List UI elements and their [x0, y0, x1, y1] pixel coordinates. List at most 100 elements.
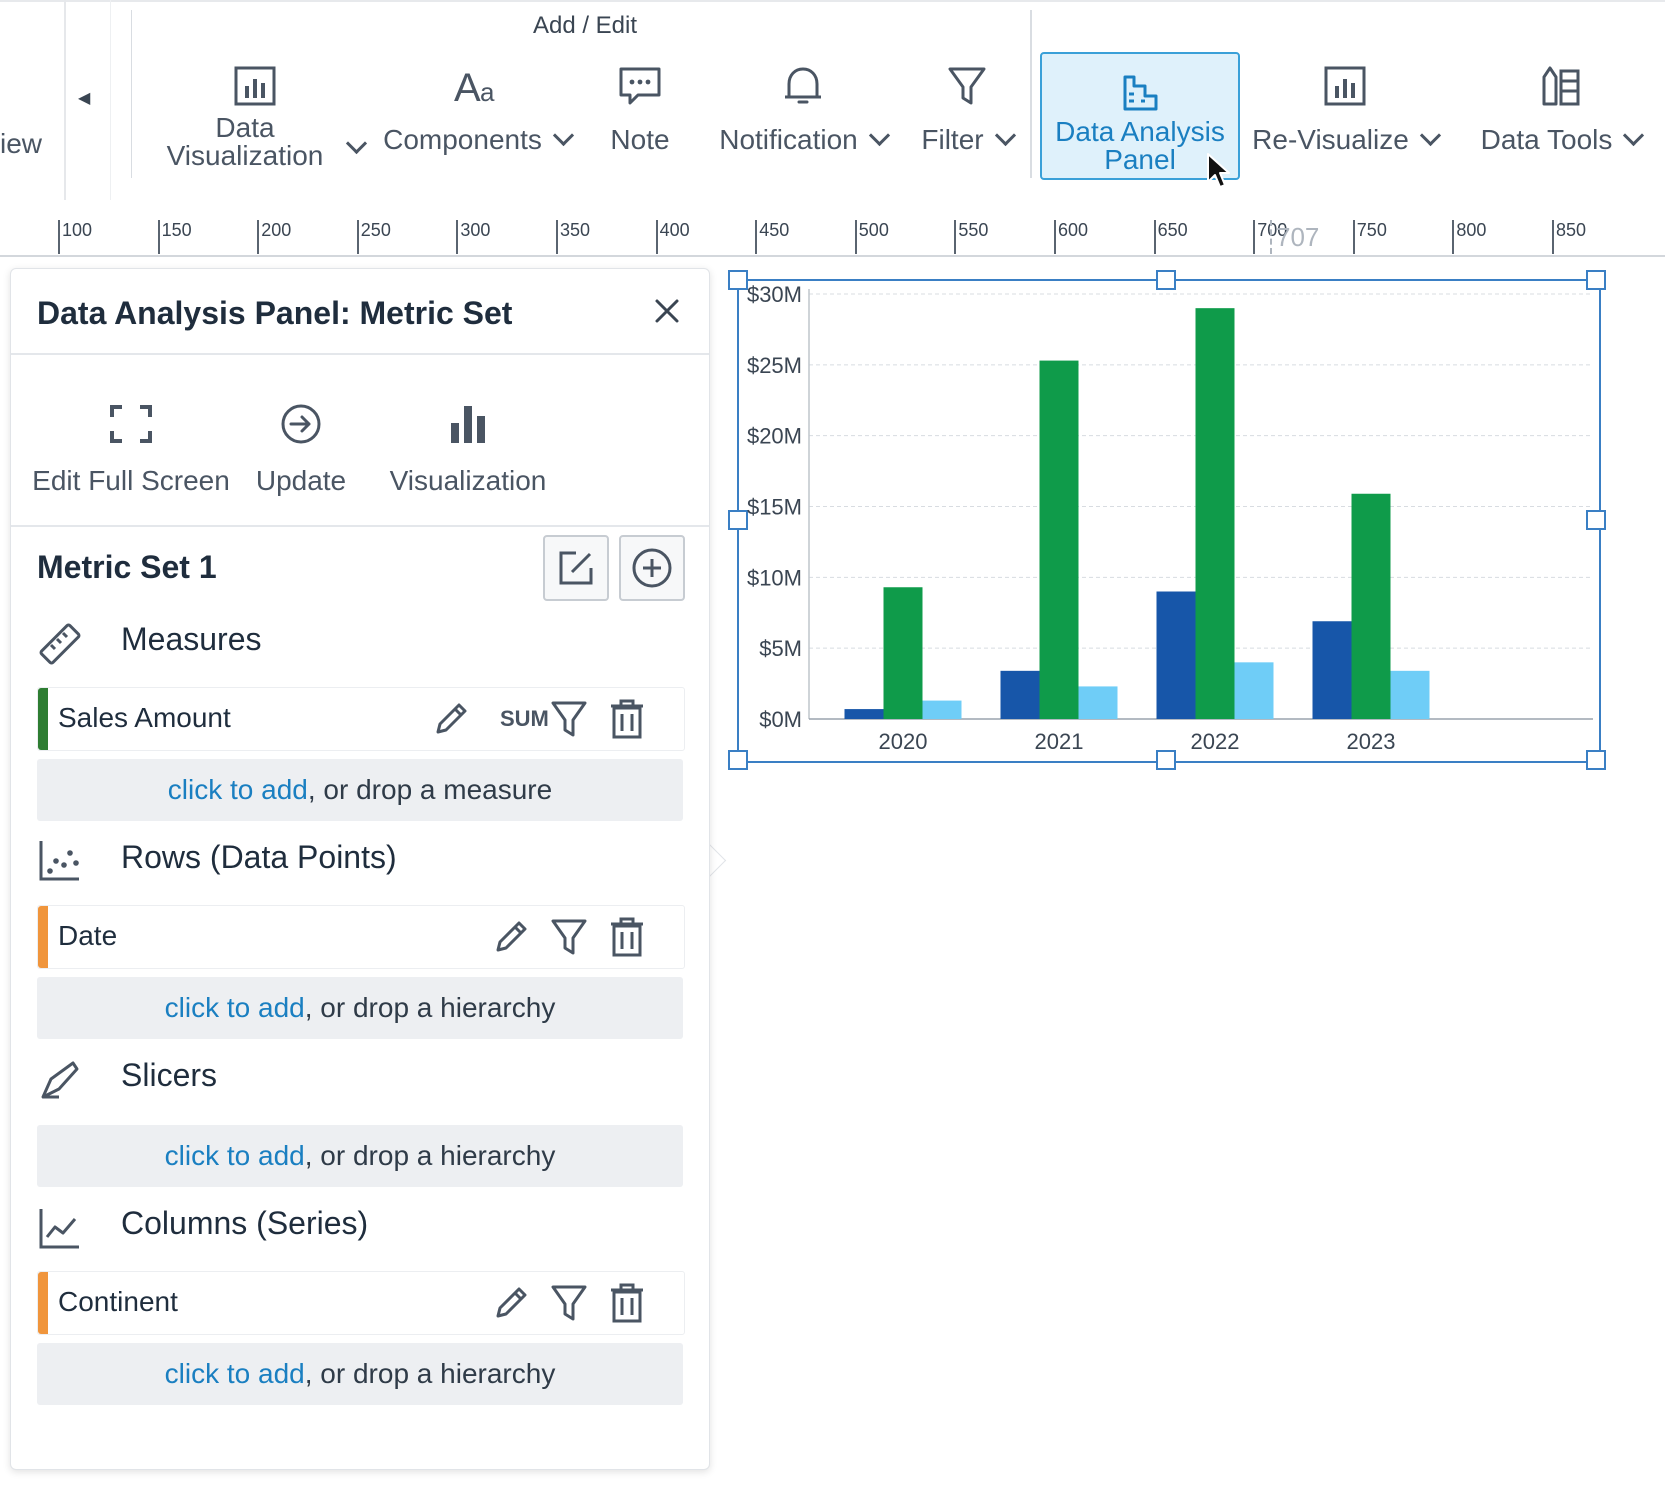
update-button[interactable]: Update [251, 389, 351, 497]
x-tick-label: 2020 [879, 729, 928, 754]
ruler-tick [1153, 220, 1156, 254]
ruler-tick [755, 220, 758, 254]
filter-icon[interactable] [548, 1282, 590, 1324]
line-chart-icon [37, 1205, 83, 1251]
row-field-date[interactable]: Date [37, 905, 685, 969]
data-analysis-panel: Data Analysis Panel: Metric Set Edit Ful… [10, 268, 710, 1470]
pencil-icon[interactable] [490, 916, 532, 958]
filter-icon [912, 58, 1022, 114]
pencil-icon[interactable] [430, 698, 472, 740]
filter-button[interactable]: Filter [912, 58, 1022, 178]
add-metric-set-button[interactable] [619, 535, 685, 601]
ruler-tick [655, 220, 658, 254]
data-tools-label: Data Tools [1480, 124, 1613, 155]
click-to-add-link[interactable]: click to add [164, 992, 305, 1023]
click-to-add-link[interactable]: click to add [167, 774, 308, 805]
ruler-tick [1352, 220, 1355, 254]
data-tools-button[interactable]: Data Tools [1466, 58, 1656, 178]
edit-full-screen-button[interactable]: Edit Full Screen [31, 389, 231, 497]
add-slicer-dropzone[interactable]: click to add, or drop a hierarchy [37, 1125, 683, 1187]
columns-title: Columns (Series) [121, 1205, 369, 1241]
ruler-tick-label: 350 [560, 220, 591, 240]
resize-handle[interactable] [1156, 750, 1176, 770]
ribbon-divider [131, 10, 132, 178]
resize-handle[interactable] [728, 510, 748, 530]
trash-icon[interactable] [606, 916, 648, 958]
column-field-continent[interactable]: Continent [37, 1271, 685, 1335]
panel-divider [11, 525, 709, 527]
pencil-icon[interactable] [490, 1282, 532, 1324]
y-tick-label: $30M [747, 282, 802, 307]
update-label: Update [255, 465, 347, 496]
visualization-button[interactable]: Visualization [383, 389, 553, 497]
ruler-tick [556, 220, 558, 254]
resize-handle[interactable] [728, 270, 748, 290]
data-tools-icon [1466, 58, 1656, 114]
ruler-tick [1253, 220, 1256, 254]
bar-series-3 [1078, 686, 1118, 719]
view-tab-fragment[interactable]: iew [0, 128, 43, 159]
edit-metric-set-button[interactable] [543, 535, 609, 601]
rows-title: Rows (Data Points) [121, 839, 397, 875]
bar-chart-icon [1250, 58, 1440, 114]
note-button[interactable]: Note [600, 58, 680, 178]
x-tick-label: 2022 [1191, 729, 1240, 754]
data-analysis-panel-label-1: Data Analysis [1055, 116, 1225, 147]
filter-icon[interactable] [548, 698, 590, 740]
hierarchy-color-bar [38, 906, 48, 968]
ruler-tick-label: 750 [1356, 220, 1387, 240]
data-visualization-label-1: Data [215, 112, 275, 143]
bar-series-2 [883, 587, 923, 719]
notification-label: Notification [719, 124, 858, 155]
visualization-label: Visualization [389, 465, 547, 496]
slicer-icon [37, 1057, 83, 1103]
add-row-dropzone[interactable]: click to add, or drop a hierarchy [37, 977, 683, 1039]
add-column-dropzone[interactable]: click to add, or drop a hierarchy [37, 1343, 683, 1405]
resize-handle[interactable] [1156, 270, 1176, 290]
ruler-position-value: 707 [1276, 222, 1320, 252]
resize-handle[interactable] [1586, 510, 1606, 530]
close-icon[interactable] [647, 291, 687, 331]
panel-divider [11, 353, 709, 355]
ruler-tick-label: 300 [460, 220, 491, 240]
ruler-tick-label: 800 [1456, 220, 1487, 240]
ruler-tick-label: 250 [360, 220, 391, 240]
resize-handle[interactable] [1586, 750, 1606, 770]
row-field-name: Date [58, 920, 118, 951]
metric-set-title: Metric Set 1 [37, 549, 217, 585]
dropzone-text: , or drop a hierarchy [304, 992, 556, 1023]
aggregation-button[interactable]: SUM [500, 706, 549, 731]
notification-button[interactable]: Notification [708, 58, 898, 178]
trash-icon[interactable] [606, 1282, 648, 1324]
bar-chart[interactable]: $0M $5M $10M $15M $20M $25M $30M 2020 2021 2022 20… [737, 279, 1599, 761]
data-analysis-panel-button[interactable]: Data Analysis Panel [1040, 52, 1240, 180]
bell-icon [708, 58, 898, 114]
measure-field-sales-amount[interactable]: Sales Amount SUM [37, 687, 685, 751]
re-visualize-button[interactable]: Re-Visualize [1250, 58, 1441, 178]
scroll-left-icon[interactable]: ◀ [78, 90, 91, 107]
ribbon-top-border [0, 0, 1665, 2]
horizontal-ruler[interactable]: 100 150 200 250 300 350 400 450 500 550 600 650 700 7… [0, 200, 1665, 257]
note-icon [600, 58, 680, 114]
ruler-tick-label: 400 [659, 220, 690, 240]
click-to-add-link[interactable]: click to add [164, 1358, 305, 1389]
y-tick-label: $0M [759, 707, 802, 732]
click-to-add-link[interactable]: click to add [164, 1140, 305, 1171]
add-measure-dropzone[interactable]: click to add, or drop a measure [37, 759, 683, 821]
ruler-tick [1452, 220, 1455, 254]
data-visualization-button[interactable]: Data Visualization [150, 58, 368, 178]
x-tick-label: 2023 [1347, 729, 1396, 754]
resize-handle[interactable] [1586, 270, 1606, 290]
resize-handle[interactable] [728, 750, 748, 770]
trash-icon[interactable] [606, 698, 648, 740]
ruler-tick [257, 220, 260, 254]
slicers-title: Slicers [121, 1057, 218, 1093]
fullscreen-icon [31, 389, 231, 459]
y-tick-label: $20M [747, 424, 802, 449]
filter-icon[interactable] [548, 916, 590, 958]
ruler-tick [954, 220, 957, 254]
ruler-tick-label: 650 [1157, 220, 1188, 240]
ruler-tick-label: 700 [1257, 220, 1288, 240]
edit-full-screen-label: Edit Full Screen [32, 465, 230, 496]
